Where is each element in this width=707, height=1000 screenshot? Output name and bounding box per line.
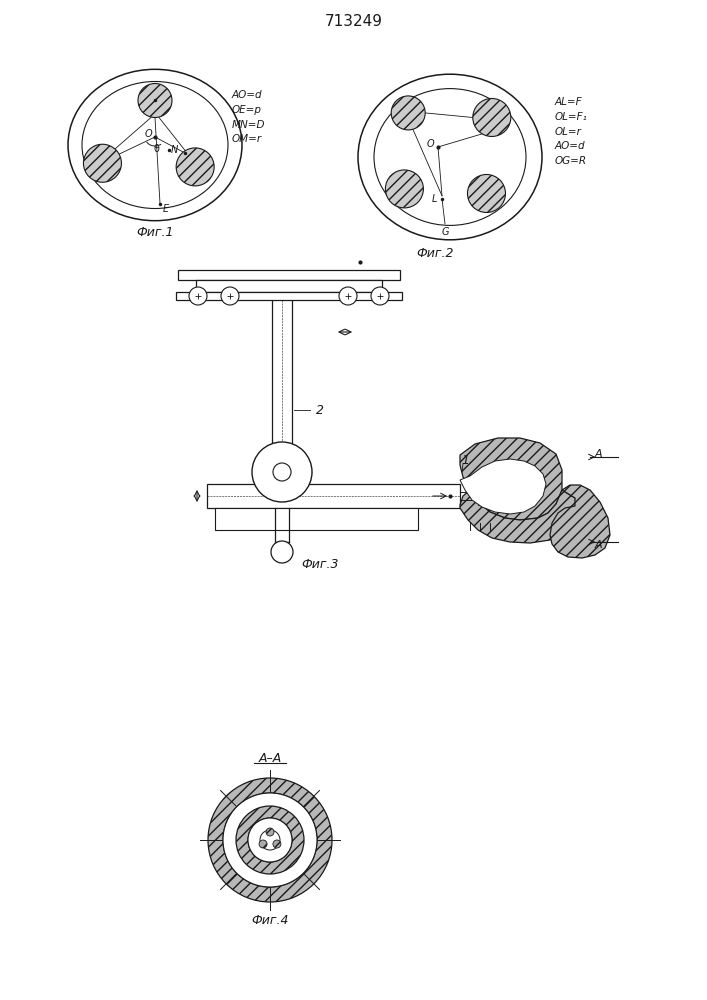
Text: AO=d
OE=p
MN=D
OM=r: AO=d OE=p MN=D OM=r	[232, 90, 266, 144]
Text: O: O	[144, 129, 152, 139]
Circle shape	[259, 840, 267, 848]
Circle shape	[339, 287, 357, 305]
Circle shape	[271, 541, 293, 563]
Text: Фиг.4: Фиг.4	[251, 914, 288, 926]
Circle shape	[252, 442, 312, 502]
Text: O: O	[426, 139, 434, 149]
Bar	[207, 484, 460, 508]
Text: Фиг.2: Фиг.2	[416, 247, 454, 260]
Wedge shape	[208, 778, 332, 902]
Polygon shape	[460, 438, 562, 520]
Text: N: N	[170, 145, 177, 155]
Circle shape	[260, 830, 280, 850]
Polygon shape	[550, 485, 610, 558]
Circle shape	[467, 174, 506, 212]
Circle shape	[266, 828, 274, 836]
Circle shape	[391, 96, 425, 130]
Circle shape	[138, 83, 172, 117]
Text: A: A	[594, 449, 602, 459]
Text: 2: 2	[316, 403, 324, 416]
Bar	[215, 508, 418, 530]
Bar	[176, 292, 402, 300]
Circle shape	[248, 818, 292, 862]
Circle shape	[223, 793, 317, 887]
Circle shape	[371, 287, 389, 305]
Ellipse shape	[68, 69, 242, 221]
Polygon shape	[460, 459, 546, 514]
Text: A–A: A–A	[258, 752, 281, 764]
Text: G: G	[441, 227, 449, 237]
Text: 1: 1	[461, 454, 469, 466]
Text: A: A	[395, 104, 402, 114]
Text: M: M	[186, 151, 194, 161]
Ellipse shape	[82, 81, 228, 209]
Circle shape	[189, 287, 207, 305]
Text: 713249: 713249	[325, 14, 383, 29]
Text: L: L	[431, 194, 437, 204]
Bar	[196, 280, 382, 292]
Text: Q: Q	[499, 107, 507, 117]
Circle shape	[176, 148, 214, 186]
Circle shape	[473, 98, 510, 136]
Ellipse shape	[374, 89, 526, 225]
Text: AL=F
OL=F₁
OL=r
AO=d
OG=R: AL=F OL=F₁ OL=r AO=d OG=R	[555, 97, 588, 166]
Text: Фиг.3: Фиг.3	[301, 558, 339, 570]
Text: θ: θ	[153, 144, 159, 154]
Text: E: E	[163, 204, 169, 214]
Circle shape	[221, 287, 239, 305]
Wedge shape	[236, 806, 304, 874]
Text: A: A	[594, 540, 602, 550]
Circle shape	[273, 840, 281, 848]
Ellipse shape	[358, 74, 542, 240]
Circle shape	[385, 170, 423, 208]
Circle shape	[273, 463, 291, 481]
Polygon shape	[460, 490, 578, 543]
Circle shape	[83, 144, 122, 182]
Bar	[178, 270, 400, 280]
Text: Фиг.1: Фиг.1	[136, 226, 174, 239]
